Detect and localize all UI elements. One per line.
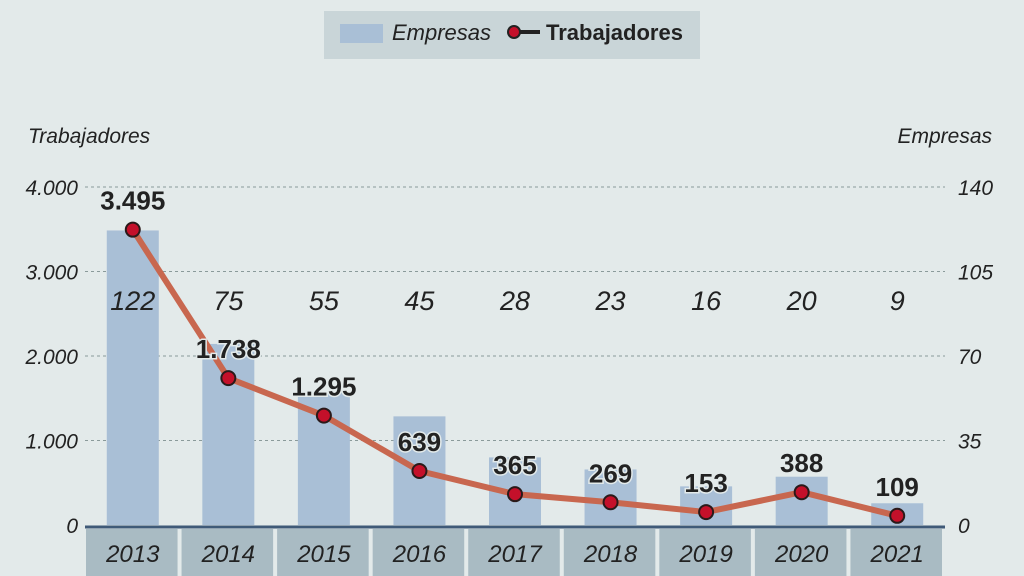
x-tick-label: 2016 <box>392 541 447 568</box>
data-label-trabajadores: 639 <box>398 427 441 457</box>
point-trabajadores <box>315 407 332 424</box>
bar-label-empresas: 20 <box>786 286 817 316</box>
bar-label-empresas: 28 <box>499 286 530 316</box>
x-category-box <box>86 529 178 576</box>
y-tick-right: 0 <box>958 515 970 538</box>
x-tick-label: 2020 <box>774 541 829 568</box>
data-label-trabajadores: 269 <box>589 458 632 488</box>
data-label-trabajadores: 109 <box>876 472 919 502</box>
y-tick-right: 70 <box>958 346 982 369</box>
bar-label-empresas: 9 <box>890 286 905 316</box>
x-tick-label: 2017 <box>487 541 543 568</box>
data-label-trabajadores: 365 <box>493 450 536 480</box>
bar-label-empresas: 75 <box>213 286 244 316</box>
y-tick-right: 105 <box>958 262 993 285</box>
y-tick-left: 0 <box>66 515 78 538</box>
x-category-box <box>181 529 274 576</box>
data-label-trabajadores: 3.495 <box>100 186 165 216</box>
y-tick-left: 1.000 <box>25 431 78 454</box>
point-trabajadores <box>220 370 237 387</box>
point-trabajadores <box>411 463 428 480</box>
data-label-trabajadores: 388 <box>780 448 823 478</box>
x-category-box <box>277 529 369 576</box>
x-category-box <box>563 529 656 576</box>
x-tick-label: 2018 <box>583 541 638 568</box>
x-tick-label: 2013 <box>105 541 160 568</box>
x-category-box <box>850 529 942 576</box>
legend-label-trabajadores: Trabajadores <box>546 20 683 45</box>
x-tick-label: 2019 <box>678 541 732 568</box>
y-axis-right-title: Empresas <box>897 125 992 148</box>
y-axis-left-title: Trabajadores <box>28 125 151 148</box>
data-label-trabajadores: 1.738 <box>196 334 261 364</box>
data-label-trabajadores: 153 <box>684 468 727 498</box>
x-tick-label: 2015 <box>296 541 351 568</box>
y-tick-left: 4.000 <box>25 177 78 200</box>
bar-label-empresas: 55 <box>309 286 340 316</box>
y-tick-right: 140 <box>958 177 993 200</box>
bar-label-empresas: 45 <box>404 286 435 316</box>
legend-label-empresas: Empresas <box>392 20 491 45</box>
point-trabajadores <box>698 504 715 521</box>
x-category-box <box>468 529 560 576</box>
x-category-box <box>372 529 465 576</box>
x-category-box <box>754 529 847 576</box>
data-label-trabajadores: 1.295 <box>291 372 356 402</box>
y-tick-left: 2.000 <box>24 346 78 369</box>
bar-empresas <box>775 476 828 525</box>
legend-marker-trabajadores <box>507 25 521 39</box>
legend-swatch-empresas <box>340 24 383 43</box>
x-category-box <box>659 529 751 576</box>
bar-label-empresas: 23 <box>595 286 626 316</box>
point-trabajadores <box>602 494 619 511</box>
bar-label-empresas: 122 <box>110 286 155 316</box>
point-trabajadores <box>124 221 141 238</box>
x-tick-label: 2021 <box>870 541 924 568</box>
point-trabajadores <box>889 507 906 524</box>
point-trabajadores <box>507 486 523 503</box>
bar-label-empresas: 16 <box>691 286 722 316</box>
y-tick-right: 35 <box>958 431 982 454</box>
y-tick-left: 3.000 <box>25 262 78 285</box>
point-trabajadores <box>793 484 810 501</box>
bar-empresas <box>106 230 159 525</box>
x-tick-label: 2014 <box>201 541 255 568</box>
